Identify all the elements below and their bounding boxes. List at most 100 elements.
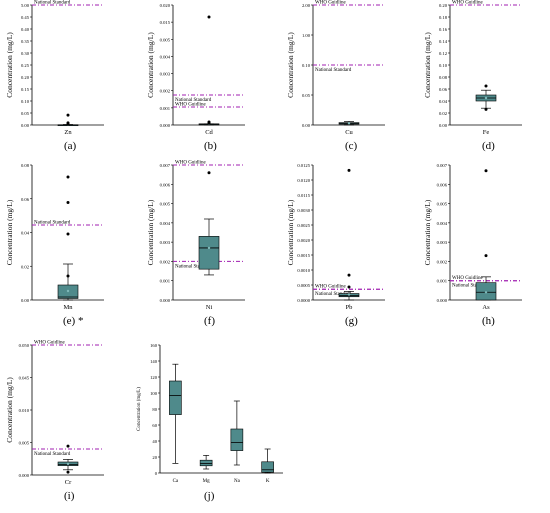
y-tick-label-6-6: 0.0030 xyxy=(297,208,310,213)
y-tick-label-0-7: 0.35 xyxy=(21,39,30,44)
y-tick-label-9-0: 0 xyxy=(155,471,158,476)
y-tick-label-3-0: 0.00 xyxy=(439,123,448,128)
y-title-2: Concentration (mg/L) xyxy=(286,32,295,98)
x-tick-label-9-1: Mg xyxy=(203,479,210,484)
outlier-4-0 xyxy=(66,274,70,278)
y-tick-label-7-6: 0.006 xyxy=(437,182,448,187)
outlier-6-1 xyxy=(347,273,351,277)
y-tick-label-1-2: 0.002 xyxy=(160,89,171,94)
outlier-0-1 xyxy=(66,121,70,125)
x-tick-label-3-0: Fe xyxy=(483,129,490,136)
y-tick-label-2-2: 0.10 xyxy=(302,63,311,68)
mean-2-0 xyxy=(347,122,351,125)
y-tick-label-2-3: 1.00 xyxy=(302,33,311,38)
y-tick-label-6-2: 0.0010 xyxy=(297,268,310,273)
mean-3-0 xyxy=(484,96,488,100)
panel-label-f: (f) xyxy=(204,315,215,327)
y-tick-label-6-9: 0.0125 xyxy=(297,163,310,168)
y-tick-label-0-1: 0.05 xyxy=(21,111,30,116)
panel-label-c: (c) xyxy=(345,140,358,152)
y-tick-label-3-7: 0.14 xyxy=(439,39,448,44)
y-tick-label-8-2: 0.010 xyxy=(19,408,30,413)
y-tick-label-1-1: 0.001 xyxy=(160,106,171,111)
outlier-8-1 xyxy=(66,444,70,448)
x-tick-label-4-0: Mn xyxy=(63,304,73,311)
guideline-label-6-1: National Standard xyxy=(315,292,352,297)
y-title-1: Concentration (mg/L) xyxy=(146,32,155,98)
y-tick-label-9-3: 60 xyxy=(152,423,157,428)
mean-7-0 xyxy=(484,291,488,294)
mean-4-0 xyxy=(66,289,70,293)
panel-label-b: (b) xyxy=(204,140,217,152)
guideline-label-8-0: WHO Guidline xyxy=(34,341,65,346)
x-tick-label-6-0: Pb xyxy=(346,304,353,311)
y-tick-label-5-5: 0.005 xyxy=(160,202,171,207)
y-title-4: Concentration (mg/L) xyxy=(5,199,14,265)
y-tick-label-3-6: 0.12 xyxy=(439,51,448,56)
outlier-7-0 xyxy=(484,254,488,258)
outlier-6-0 xyxy=(347,285,351,289)
y-tick-label-9-7: 140 xyxy=(150,359,158,364)
y-tick-label-1-4: 0.004 xyxy=(160,54,171,59)
y-tick-label-1-3: 0.003 xyxy=(160,72,171,77)
x-tick-label-2-0: Cu xyxy=(345,129,353,136)
y-tick-label-4-1: 0.02 xyxy=(21,264,30,269)
y-tick-label-0-2: 0.10 xyxy=(21,99,30,104)
outlier-4-1 xyxy=(66,232,70,236)
y-tick-label-5-7: 0.007 xyxy=(160,163,171,168)
y-tick-label-6-1: 0.0005 xyxy=(297,283,310,288)
y-title-0: Concentration (mg/L) xyxy=(5,32,14,98)
guideline-label-1-0: WHO Guidline xyxy=(175,103,206,108)
y-tick-label-8-4: 0.050 xyxy=(19,343,30,348)
y-tick-label-3-2: 0.04 xyxy=(439,99,448,104)
guideline-label-5-1: National Standard xyxy=(175,264,212,269)
y-tick-label-5-1: 0.001 xyxy=(160,279,171,284)
y-tick-label-6-7: 0.0115 xyxy=(298,193,311,198)
y-tick-label-5-0: 0.000 xyxy=(160,298,171,303)
guideline-label-5-0: WHO Guidline xyxy=(175,161,206,166)
y-tick-label-1-0: 0.000 xyxy=(160,123,171,128)
x-tick-label-9-3: K xyxy=(266,479,270,484)
y-tick-label-0-0: 0.00 xyxy=(21,123,30,128)
outlier-5-0 xyxy=(207,171,211,175)
y-tick-label-3-4: 0.08 xyxy=(439,75,448,80)
outlier-4-3 xyxy=(66,175,70,179)
guideline-label-3-0: WHO Guidline xyxy=(452,1,483,6)
box-9-2 xyxy=(230,428,244,451)
outlier-0-2 xyxy=(66,113,70,117)
y-tick-label-6-3: 0.0015 xyxy=(297,253,310,258)
guideline-label-7-0: WHO Guidline xyxy=(452,276,483,281)
y-tick-label-0-4: 0.20 xyxy=(21,75,30,80)
panel-label-e-text: (e) xyxy=(63,315,76,327)
y-tick-label-6-4: 0.0020 xyxy=(297,238,310,243)
y-tick-label-9-6: 120 xyxy=(150,375,158,380)
box-5-0 xyxy=(198,236,220,270)
y-tick-label-7-7: 0.007 xyxy=(437,163,448,168)
y-tick-label-4-3: 0.06 xyxy=(21,197,30,202)
outlier-4-2 xyxy=(66,201,70,204)
y-tick-label-7-0: 0.000 xyxy=(437,298,448,303)
y-tick-label-3-5: 0.10 xyxy=(439,63,448,68)
y-tick-label-3-9: 0.18 xyxy=(439,15,448,20)
y-tick-label-0-6: 0.30 xyxy=(21,51,30,56)
y-tick-label-8-0: 0.000 xyxy=(19,473,30,478)
y-tick-label-1-7: 0.020 xyxy=(160,3,171,8)
y-tick-label-6-5: 0.0025 xyxy=(297,223,310,228)
outlier-1-3 xyxy=(207,15,211,19)
panel-label-e-asterisk: * xyxy=(77,315,84,327)
outlier-3-1 xyxy=(484,84,488,88)
y-tick-label-5-6: 0.006 xyxy=(160,182,171,187)
y-tick-label-2-1: 0.05 xyxy=(302,93,311,98)
y-tick-label-0-5: 0.25 xyxy=(21,63,30,68)
panel-label-j: (j) xyxy=(204,490,215,502)
y-tick-label-7-5: 0.005 xyxy=(437,202,448,207)
panel-label-g: (g) xyxy=(345,315,358,327)
y-tick-label-6-8: 0.0120 xyxy=(297,178,310,183)
y-tick-label-2-4: 2.00 xyxy=(302,3,311,8)
x-tick-label-5-0: Ni xyxy=(206,304,213,311)
y-tick-label-4-0: 0.00 xyxy=(21,298,30,303)
y-tick-label-0-9: 0.45 xyxy=(21,15,30,20)
panel-label-a: (a) xyxy=(64,140,77,152)
x-tick-label-8-0: Cr xyxy=(65,479,72,486)
